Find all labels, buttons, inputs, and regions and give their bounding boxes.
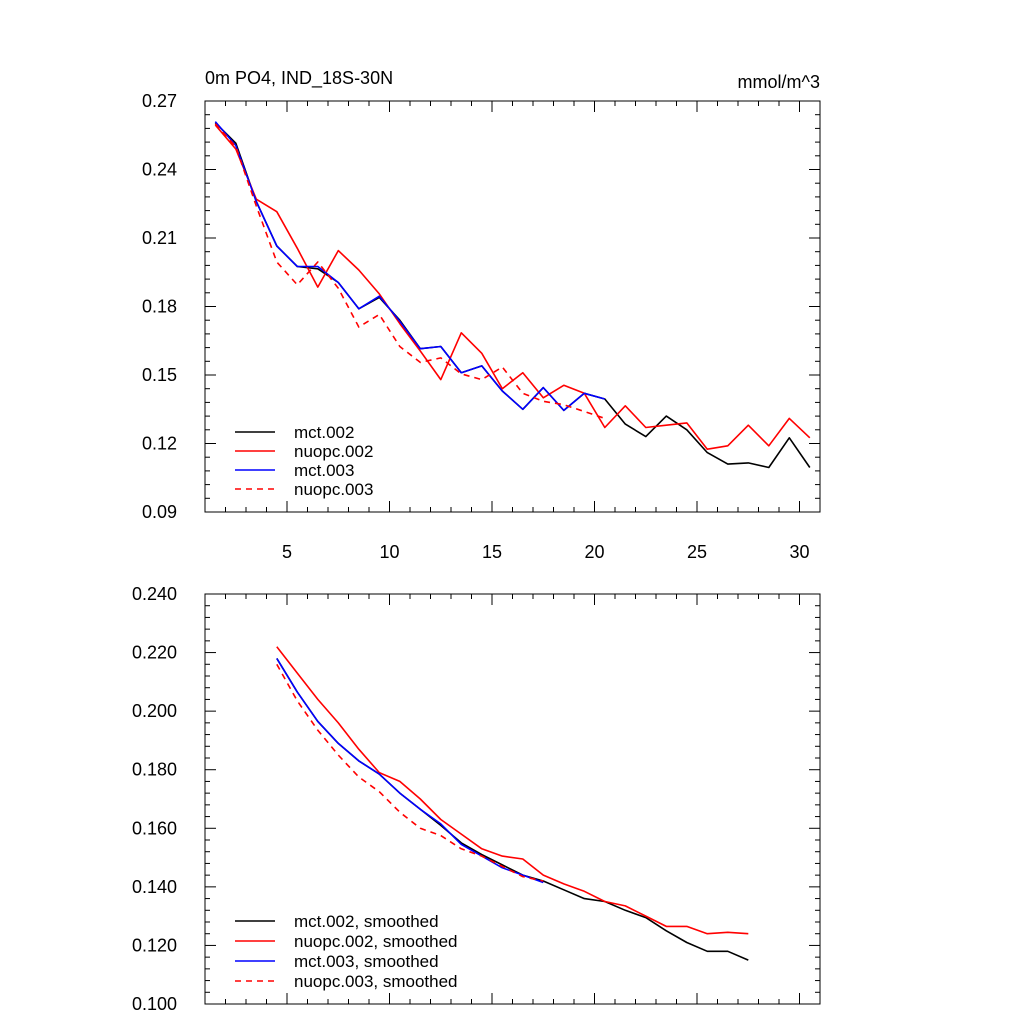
y-tick-label: 0.15 [142,365,177,385]
y-tick-label: 0.24 [142,160,177,180]
y-tick-label: 0.100 [132,994,177,1014]
x-tick-label: 10 [379,542,399,562]
series-line [214,123,606,420]
x-tick-label: 20 [584,542,604,562]
y-tick-label: 0.220 [132,643,177,663]
y-tick-label: 0.27 [142,91,177,111]
series-line [276,657,544,884]
legend-label: mct.002, smoothed [294,912,439,931]
y-tick-label: 0.160 [132,818,177,838]
legend-label: mct.003, smoothed [294,952,439,971]
x-tick-label: 25 [687,542,707,562]
legend-label: nuopc.003 [294,480,373,499]
legend-label: nuopc.003, smoothed [294,972,458,991]
x-tick-label: 15 [482,542,502,562]
y-tick-label: 0.200 [132,701,177,721]
y-tick-label: 0.18 [142,297,177,317]
legend-label: nuopc.002, smoothed [294,932,458,951]
x-tick-label: 5 [282,542,292,562]
series-line [214,122,811,469]
y-tick-label: 0.09 [142,502,177,522]
y-tick-label: 0.240 [132,584,177,604]
y-tick-label: 0.180 [132,760,177,780]
y-tick-label: 0.120 [132,935,177,955]
y-tick-label: 0.140 [132,877,177,897]
legend-label: nuopc.002 [294,442,373,461]
series-line [214,121,606,412]
y-tick-label: 0.12 [142,434,177,454]
legend-label: mct.003 [294,461,354,480]
series-line [276,646,749,935]
legend-label: mct.002 [294,423,354,442]
x-tick-label: 30 [789,542,809,562]
top-panel: 0m PO4, IND_18S-30N mmol/m^3 5 10 15 20 25 30… [142,68,821,562]
y-tick-label: 0.21 [142,228,177,248]
bottom-panel: 0.100 0.120 0.140 0.160 0.180 0.200 0.220 0.240… [132,584,821,1014]
units-label: mmol/m^3 [738,72,820,92]
panel-title: 0m PO4, IND_18S-30N [205,68,393,89]
